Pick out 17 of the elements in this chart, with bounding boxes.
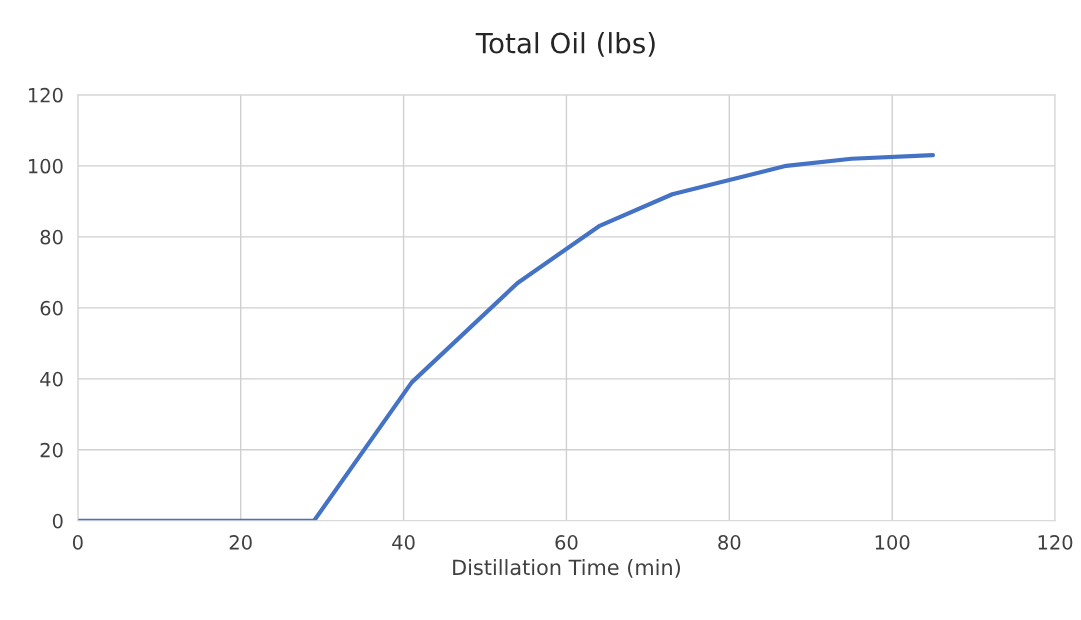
y-tick-label: 120 [28, 87, 63, 103]
x-tick-label: 120 [1038, 535, 1073, 550]
y-tick-label: 80 [40, 229, 63, 245]
x-tick-label: 100 [875, 535, 910, 550]
x-axis-title: Distillation Time (min) [453, 559, 680, 578]
x-tick-label: 80 [718, 535, 741, 550]
x-tick-label: 0 [72, 535, 83, 550]
y-tick-label: 0 [52, 513, 63, 529]
y-tick-label: 60 [40, 300, 63, 316]
chart-title: Total Oil (lbs) [475, 32, 655, 57]
y-tick-label: 40 [40, 371, 63, 387]
x-tick-label: 20 [229, 535, 252, 550]
x-tick-label: 40 [392, 535, 415, 550]
y-tick-label: 100 [28, 158, 63, 174]
x-tick-label: 60 [555, 535, 578, 550]
line-series [77, 153, 935, 521]
y-tick-label: 20 [40, 442, 63, 458]
